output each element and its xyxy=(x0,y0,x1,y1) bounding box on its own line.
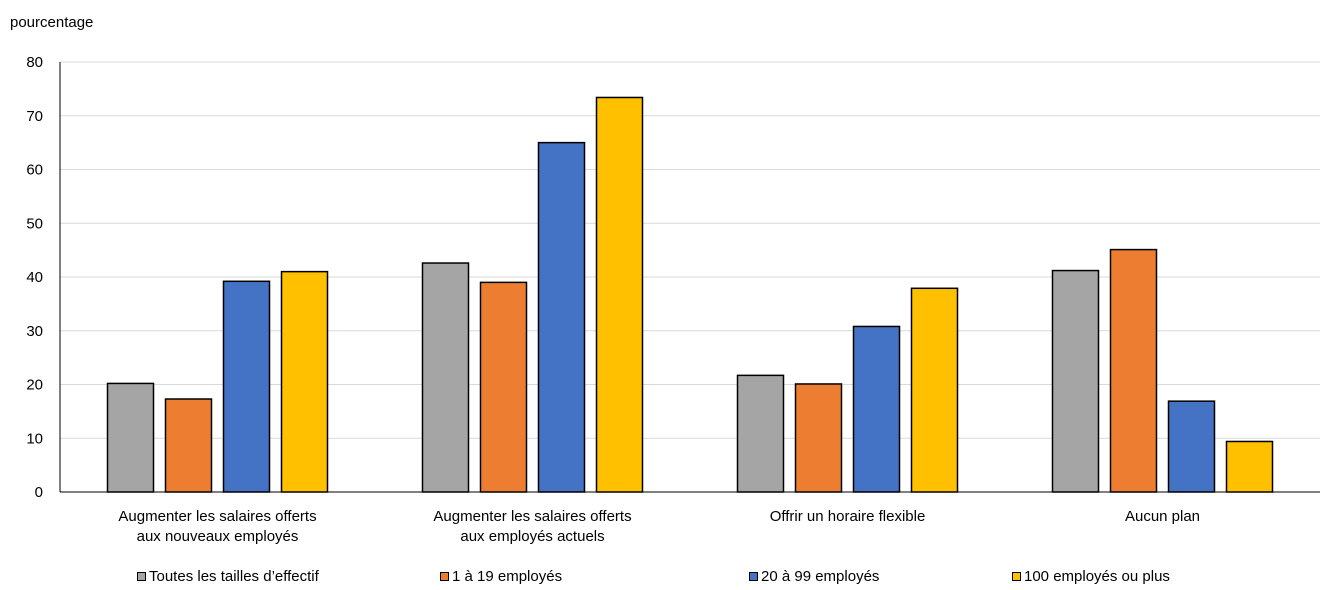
y-tick-label: 10 xyxy=(26,430,43,447)
bar xyxy=(164,398,213,493)
bar xyxy=(106,382,155,493)
category-label: Augmenter les salaires offerts xyxy=(118,508,316,525)
bar-chart: 0 10 20 30 40 50 60 70 80 Augmenter les salaires… xyxy=(26,54,1320,545)
bars xyxy=(106,96,1274,493)
y-tick-label: 40 xyxy=(26,269,43,286)
bar xyxy=(222,280,271,493)
y-tick-labels: 0 10 20 30 40 50 60 70 80 xyxy=(26,54,43,501)
bar xyxy=(852,325,901,493)
y-tick-label: 50 xyxy=(26,215,43,232)
category-label: aux employés actuels xyxy=(460,528,604,545)
bar xyxy=(1109,248,1158,493)
legend-item: 1 à 19 employés xyxy=(440,568,562,585)
y-tick-label: 20 xyxy=(26,377,43,394)
category-label: Augmenter les salaires offerts xyxy=(433,508,631,525)
y-axis-label: pourcentage xyxy=(10,14,94,31)
bar xyxy=(1225,440,1274,493)
axes xyxy=(59,62,1320,493)
category-label: Offrir un horaire flexible xyxy=(770,508,926,525)
legend-label: 1 à 19 employés xyxy=(452,568,563,585)
y-tick-label: 0 xyxy=(35,484,43,501)
legend-label: Toutes les tailles d’effectif xyxy=(149,568,319,585)
bar xyxy=(910,287,959,493)
y-tick-label: 60 xyxy=(26,162,43,179)
y-tick-label: 70 xyxy=(26,108,43,125)
bar xyxy=(421,262,470,493)
legend: Toutes les tailles d’effectif 1 à 19 empl… xyxy=(0,568,1327,588)
bar xyxy=(736,374,785,493)
legend-swatch xyxy=(749,572,758,581)
bar xyxy=(537,141,586,493)
legend-item: Toutes les tailles d’effectif xyxy=(137,568,319,585)
legend-label: 100 employés ou plus xyxy=(1024,568,1170,585)
legend-label: 20 à 99 employés xyxy=(761,568,880,585)
bar xyxy=(280,270,329,493)
category-label: Aucun plan xyxy=(1125,508,1200,525)
legend-swatch xyxy=(440,572,449,581)
legend-swatch xyxy=(1012,572,1021,581)
category-label: aux nouveaux employés xyxy=(137,528,299,545)
category-labels: Augmenter les salaires offerts aux nouvea… xyxy=(118,508,1200,545)
bar xyxy=(479,281,528,493)
y-tick-label: 80 xyxy=(26,54,43,71)
y-tick-label: 30 xyxy=(26,323,43,340)
bar xyxy=(1051,269,1100,493)
legend-swatch xyxy=(137,572,146,581)
legend-item: 100 employés ou plus xyxy=(1012,568,1170,585)
bar xyxy=(1167,400,1216,493)
bar xyxy=(794,383,843,493)
legend-item: 20 à 99 employés xyxy=(749,568,879,585)
bar xyxy=(595,96,644,493)
